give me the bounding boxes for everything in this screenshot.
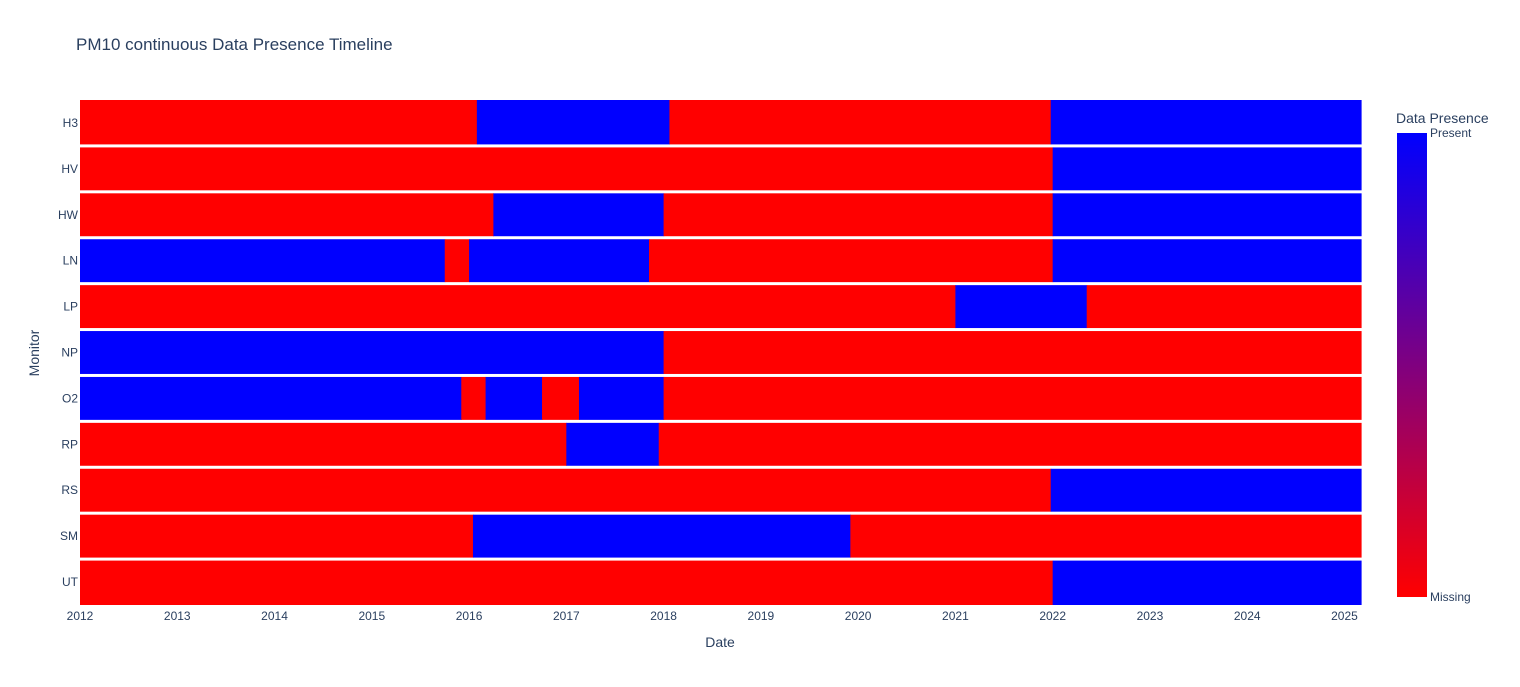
- segment-ln-4: [1052, 239, 1362, 283]
- y-tick-label-h3: H3: [63, 116, 79, 130]
- segment-lp-2: [1086, 285, 1362, 329]
- segment-hw-1: [493, 193, 665, 237]
- segment-h3-1: [476, 100, 671, 145]
- x-tick-label-2015: 2015: [358, 609, 385, 623]
- segment-ln-0: [80, 239, 446, 283]
- y-tick-label-rs: RS: [61, 483, 78, 497]
- colorbar-max-label: Present: [1430, 126, 1472, 140]
- segment-o2-2: [485, 376, 543, 420]
- x-tick-label-2025: 2025: [1331, 609, 1358, 623]
- x-axis-ticks: 2012 2013 2014 2015 2016 2017 2018 2019 2020 2021…: [67, 609, 1358, 623]
- y-tick-label-ln: LN: [63, 254, 78, 268]
- segment-rp-1: [566, 422, 660, 466]
- segment-o2-1: [461, 376, 487, 420]
- chart-title: PM10 continuous Data Presence Timeline: [76, 35, 393, 54]
- segment-rs-0: [80, 468, 1052, 512]
- segment-hw-0: [80, 193, 494, 237]
- segment-h3-3: [1050, 100, 1362, 145]
- x-tick-label-2023: 2023: [1137, 609, 1164, 623]
- colorbar-min-label: Missing: [1430, 590, 1471, 604]
- segment-h3-0: [80, 100, 478, 145]
- x-tick-label-2012: 2012: [67, 609, 94, 623]
- segment-sm-1: [472, 514, 851, 558]
- y-tick-label-np: NP: [61, 346, 78, 360]
- segment-rs-1: [1050, 468, 1362, 512]
- x-tick-label-2024: 2024: [1234, 609, 1261, 623]
- x-tick-label-2014: 2014: [261, 609, 288, 623]
- segment-o2-0: [80, 376, 462, 420]
- segment-h3-2: [669, 100, 1052, 145]
- x-tick-label-2017: 2017: [553, 609, 580, 623]
- segment-o2-3: [542, 376, 580, 420]
- segment-hv-1: [1052, 147, 1362, 191]
- y-axis-title: Monitor: [26, 329, 42, 376]
- segment-sm-0: [80, 514, 474, 558]
- segment-rp-0: [80, 422, 567, 466]
- y-tick-label-o2: O2: [62, 391, 78, 405]
- segment-lp-1: [955, 285, 1088, 329]
- x-tick-label-2022: 2022: [1039, 609, 1066, 623]
- x-tick-label-2020: 2020: [845, 609, 872, 623]
- y-tick-label-hw: HW: [58, 208, 79, 222]
- plot-area: [80, 100, 1362, 605]
- y-tick-label-ut: UT: [62, 575, 79, 589]
- y-tick-label-lp: LP: [63, 300, 78, 314]
- x-tick-label-2019: 2019: [748, 609, 775, 623]
- segment-ln-3: [649, 239, 1054, 283]
- segment-rp-2: [658, 422, 1362, 466]
- x-tick-label-2016: 2016: [456, 609, 483, 623]
- x-tick-label-2021: 2021: [942, 609, 969, 623]
- segment-sm-2: [850, 514, 1362, 558]
- segment-np-1: [663, 331, 1362, 374]
- segment-ut-1: [1052, 560, 1362, 605]
- segment-ut-0: [80, 560, 1054, 605]
- y-tick-label-hv: HV: [61, 162, 78, 176]
- x-tick-label-2013: 2013: [164, 609, 191, 623]
- segment-hw-3: [1052, 193, 1362, 237]
- segment-np-0: [80, 331, 665, 374]
- x-tick-label-2018: 2018: [650, 609, 677, 623]
- segment-o2-4: [578, 376, 665, 420]
- y-tick-label-rp: RP: [61, 437, 78, 451]
- y-axis-ticks: H3 HV HW LN LP NP O2 RP RS SM UT: [58, 116, 79, 589]
- segment-hw-2: [663, 193, 1054, 237]
- colorbar: Data Presence Present Missing: [1396, 110, 1489, 604]
- segment-hv-0: [80, 147, 1054, 191]
- colorbar-gradient: [1397, 133, 1427, 597]
- colorbar-title: Data Presence: [1396, 110, 1489, 126]
- x-axis-title: Date: [705, 634, 735, 650]
- y-tick-label-sm: SM: [60, 529, 78, 543]
- segment-lp-0: [80, 285, 956, 329]
- segment-ln-1: [444, 239, 470, 283]
- segment-o2-5: [663, 376, 1362, 420]
- segment-ln-2: [469, 239, 650, 283]
